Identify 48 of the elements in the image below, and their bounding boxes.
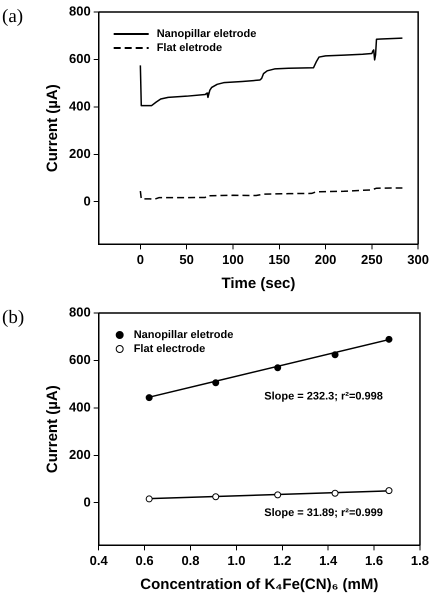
legend-label: Nanopillar eletrode bbox=[134, 329, 234, 342]
point bbox=[385, 336, 392, 343]
y-tick-label: 600 bbox=[68, 51, 91, 66]
annotation: Slope = 232.3; r²=0.998 bbox=[264, 390, 383, 403]
point bbox=[332, 490, 339, 497]
legend-label: Flat eletrode bbox=[156, 42, 222, 54]
legend-label: Nanopillar eletrode bbox=[156, 28, 256, 40]
point bbox=[332, 351, 339, 358]
y-tick-label: 800 bbox=[68, 304, 91, 320]
y-tick-label: 0 bbox=[83, 494, 91, 510]
y-tick-label: 600 bbox=[68, 352, 91, 368]
x-tick-label: 1.0 bbox=[227, 552, 246, 568]
x-tick-label: 0.6 bbox=[136, 552, 154, 568]
legend-label: Flat electrode bbox=[134, 343, 206, 356]
y-axis-title: Current (µA) bbox=[44, 385, 62, 474]
y-tick-label: 400 bbox=[68, 98, 91, 114]
x-axis-title: Time (sec) bbox=[221, 275, 296, 292]
x-tick-label: 0 bbox=[136, 252, 144, 267]
x-tick-label: 1.6 bbox=[365, 552, 384, 568]
point bbox=[212, 493, 220, 500]
x-tick-label: 150 bbox=[268, 252, 290, 267]
point bbox=[274, 364, 282, 372]
y-axis-title: Current (µA) bbox=[44, 84, 62, 172]
point bbox=[146, 394, 153, 402]
x-tick-label: 100 bbox=[222, 252, 244, 267]
x-tick-label: 1.2 bbox=[273, 552, 292, 568]
x-tick-label: 250 bbox=[361, 252, 383, 267]
point bbox=[385, 487, 392, 494]
y-tick-label: 200 bbox=[68, 446, 91, 462]
y-tick-label: 200 bbox=[68, 146, 91, 161]
x-tick-label: 1.4 bbox=[319, 552, 338, 568]
point bbox=[212, 379, 220, 386]
x-tick-label: 0.8 bbox=[181, 552, 200, 568]
annotation: Slope = 31.89; r²=0.999 bbox=[264, 506, 383, 519]
line-series bbox=[140, 187, 404, 200]
y-tick-label: 400 bbox=[68, 399, 91, 414]
x-tick-label: 300 bbox=[407, 252, 430, 267]
chart-title: (a) bbox=[2, 6, 24, 28]
x-tick-label: 50 bbox=[179, 252, 194, 267]
point bbox=[274, 491, 282, 498]
y-tick-label: 0 bbox=[83, 193, 91, 208]
x-tick-label: 1.8 bbox=[410, 552, 430, 568]
point bbox=[146, 495, 153, 502]
y-tick-label: 800 bbox=[68, 4, 91, 19]
chart-title: (b) bbox=[2, 307, 24, 329]
x-axis-title: Concentration of K₄Fe(CN)₆ (mM) bbox=[140, 576, 378, 594]
x-tick-label: 200 bbox=[314, 252, 336, 267]
x-tick-label: 0.4 bbox=[90, 552, 108, 568]
